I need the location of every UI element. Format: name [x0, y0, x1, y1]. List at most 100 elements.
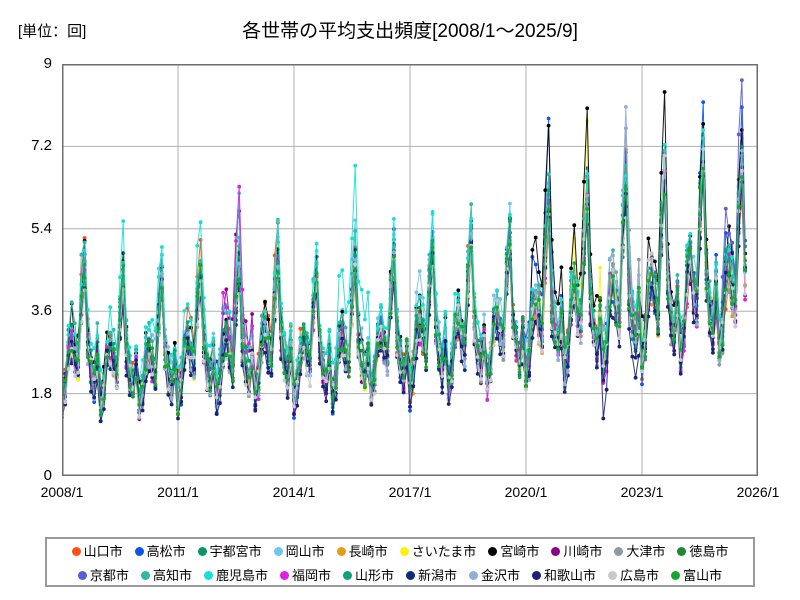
series-point	[182, 338, 187, 342]
series-point	[195, 243, 200, 248]
series-point	[401, 375, 406, 380]
legend-item[interactable]: 宇都宮市	[197, 545, 262, 558]
x-axis-tick-label: 2011/1	[157, 484, 199, 500]
series-point	[556, 358, 561, 363]
series-point	[114, 386, 119, 390]
series-point	[285, 378, 290, 382]
legend-label: 高知市	[152, 567, 192, 583]
series-point	[317, 328, 322, 332]
series-point	[649, 285, 654, 290]
legend-item[interactable]: 大津市	[614, 545, 665, 558]
series-point	[334, 386, 338, 390]
series-point	[66, 323, 71, 328]
series-point	[211, 366, 216, 371]
series-point	[559, 310, 564, 315]
series-point	[427, 283, 432, 288]
series-point	[572, 283, 577, 288]
series-point	[134, 377, 138, 382]
series-point	[234, 294, 238, 299]
series-point	[575, 324, 580, 328]
series-point	[69, 361, 74, 366]
legend-item[interactable]: 高知市	[140, 567, 192, 583]
series-point	[169, 369, 174, 374]
series-point	[292, 404, 296, 409]
series-point	[111, 347, 116, 352]
legend-item[interactable]: 山口市	[71, 545, 123, 558]
series-point	[630, 354, 635, 359]
legend-item[interactable]: 広島市	[608, 569, 659, 582]
series-point	[688, 241, 693, 246]
series-point	[169, 352, 174, 357]
series-point	[682, 349, 686, 353]
series-point	[379, 344, 383, 349]
legend-item[interactable]: 金沢市	[469, 569, 520, 582]
legend-item[interactable]: 鹿児島市	[203, 569, 268, 582]
series-point	[685, 292, 689, 297]
series-point	[269, 371, 274, 376]
legend-item[interactable]: 京都市	[77, 569, 129, 582]
series-point	[346, 368, 351, 373]
series-point	[192, 355, 197, 360]
legend-marker-icon	[608, 570, 618, 580]
series-point	[382, 355, 387, 360]
series-point	[253, 408, 258, 413]
series-point	[730, 240, 735, 245]
series-point	[147, 343, 151, 348]
series-point	[469, 202, 474, 207]
series-point	[147, 369, 151, 374]
series-point	[366, 290, 370, 295]
series-point	[359, 376, 364, 380]
series-point	[704, 286, 709, 291]
legend-marker-icon	[279, 570, 289, 580]
series-point	[430, 245, 435, 250]
series-point	[430, 210, 435, 214]
series-point	[276, 270, 280, 275]
series-point	[343, 325, 348, 330]
series-point	[69, 328, 74, 333]
series-point	[189, 346, 193, 350]
series-point	[279, 357, 283, 362]
series-point	[414, 356, 419, 361]
legend-item[interactable]: 宮崎市	[488, 545, 539, 558]
legend-item[interactable]: 和歌山市	[532, 569, 596, 582]
series-point	[636, 353, 641, 358]
series-point	[701, 100, 706, 104]
series-point	[701, 122, 706, 126]
chart-svg	[62, 64, 758, 476]
series-point	[263, 315, 267, 320]
series-point	[546, 116, 551, 121]
series-point	[89, 341, 93, 346]
legend-item[interactable]: 川崎市	[551, 545, 602, 558]
series-point	[208, 392, 213, 397]
series-point	[79, 294, 84, 299]
series-point	[582, 179, 586, 184]
series-point	[63, 378, 68, 383]
series-point	[82, 236, 87, 240]
series-point	[443, 357, 448, 361]
series-point	[498, 352, 503, 357]
series-point	[179, 388, 184, 393]
series-point	[527, 348, 532, 352]
legend-item[interactable]: 福岡市	[279, 569, 331, 582]
series-point	[682, 319, 686, 323]
legend-item[interactable]: 岡山市	[273, 545, 325, 558]
legend-item[interactable]: 山形市	[342, 569, 394, 582]
legend-item[interactable]: 高松市	[134, 545, 186, 558]
legend-item[interactable]: 長崎市	[336, 545, 388, 558]
series-point	[218, 384, 222, 389]
series-point	[585, 106, 590, 111]
legend-item[interactable]: さいたま市	[399, 545, 476, 558]
series-point	[269, 364, 274, 368]
series-point	[707, 321, 712, 326]
series-point	[276, 264, 280, 269]
series-point	[321, 346, 325, 351]
legend-item[interactable]: 富山市	[671, 569, 722, 582]
series-point	[421, 318, 425, 323]
series-point	[711, 334, 715, 338]
series-point	[247, 392, 251, 396]
series-point	[398, 361, 403, 365]
x-axis-tick-label: 2026/1	[736, 484, 780, 500]
legend-item[interactable]: 新潟市	[406, 569, 457, 582]
series-point	[717, 354, 722, 359]
legend-item[interactable]: 徳島市	[677, 545, 728, 558]
